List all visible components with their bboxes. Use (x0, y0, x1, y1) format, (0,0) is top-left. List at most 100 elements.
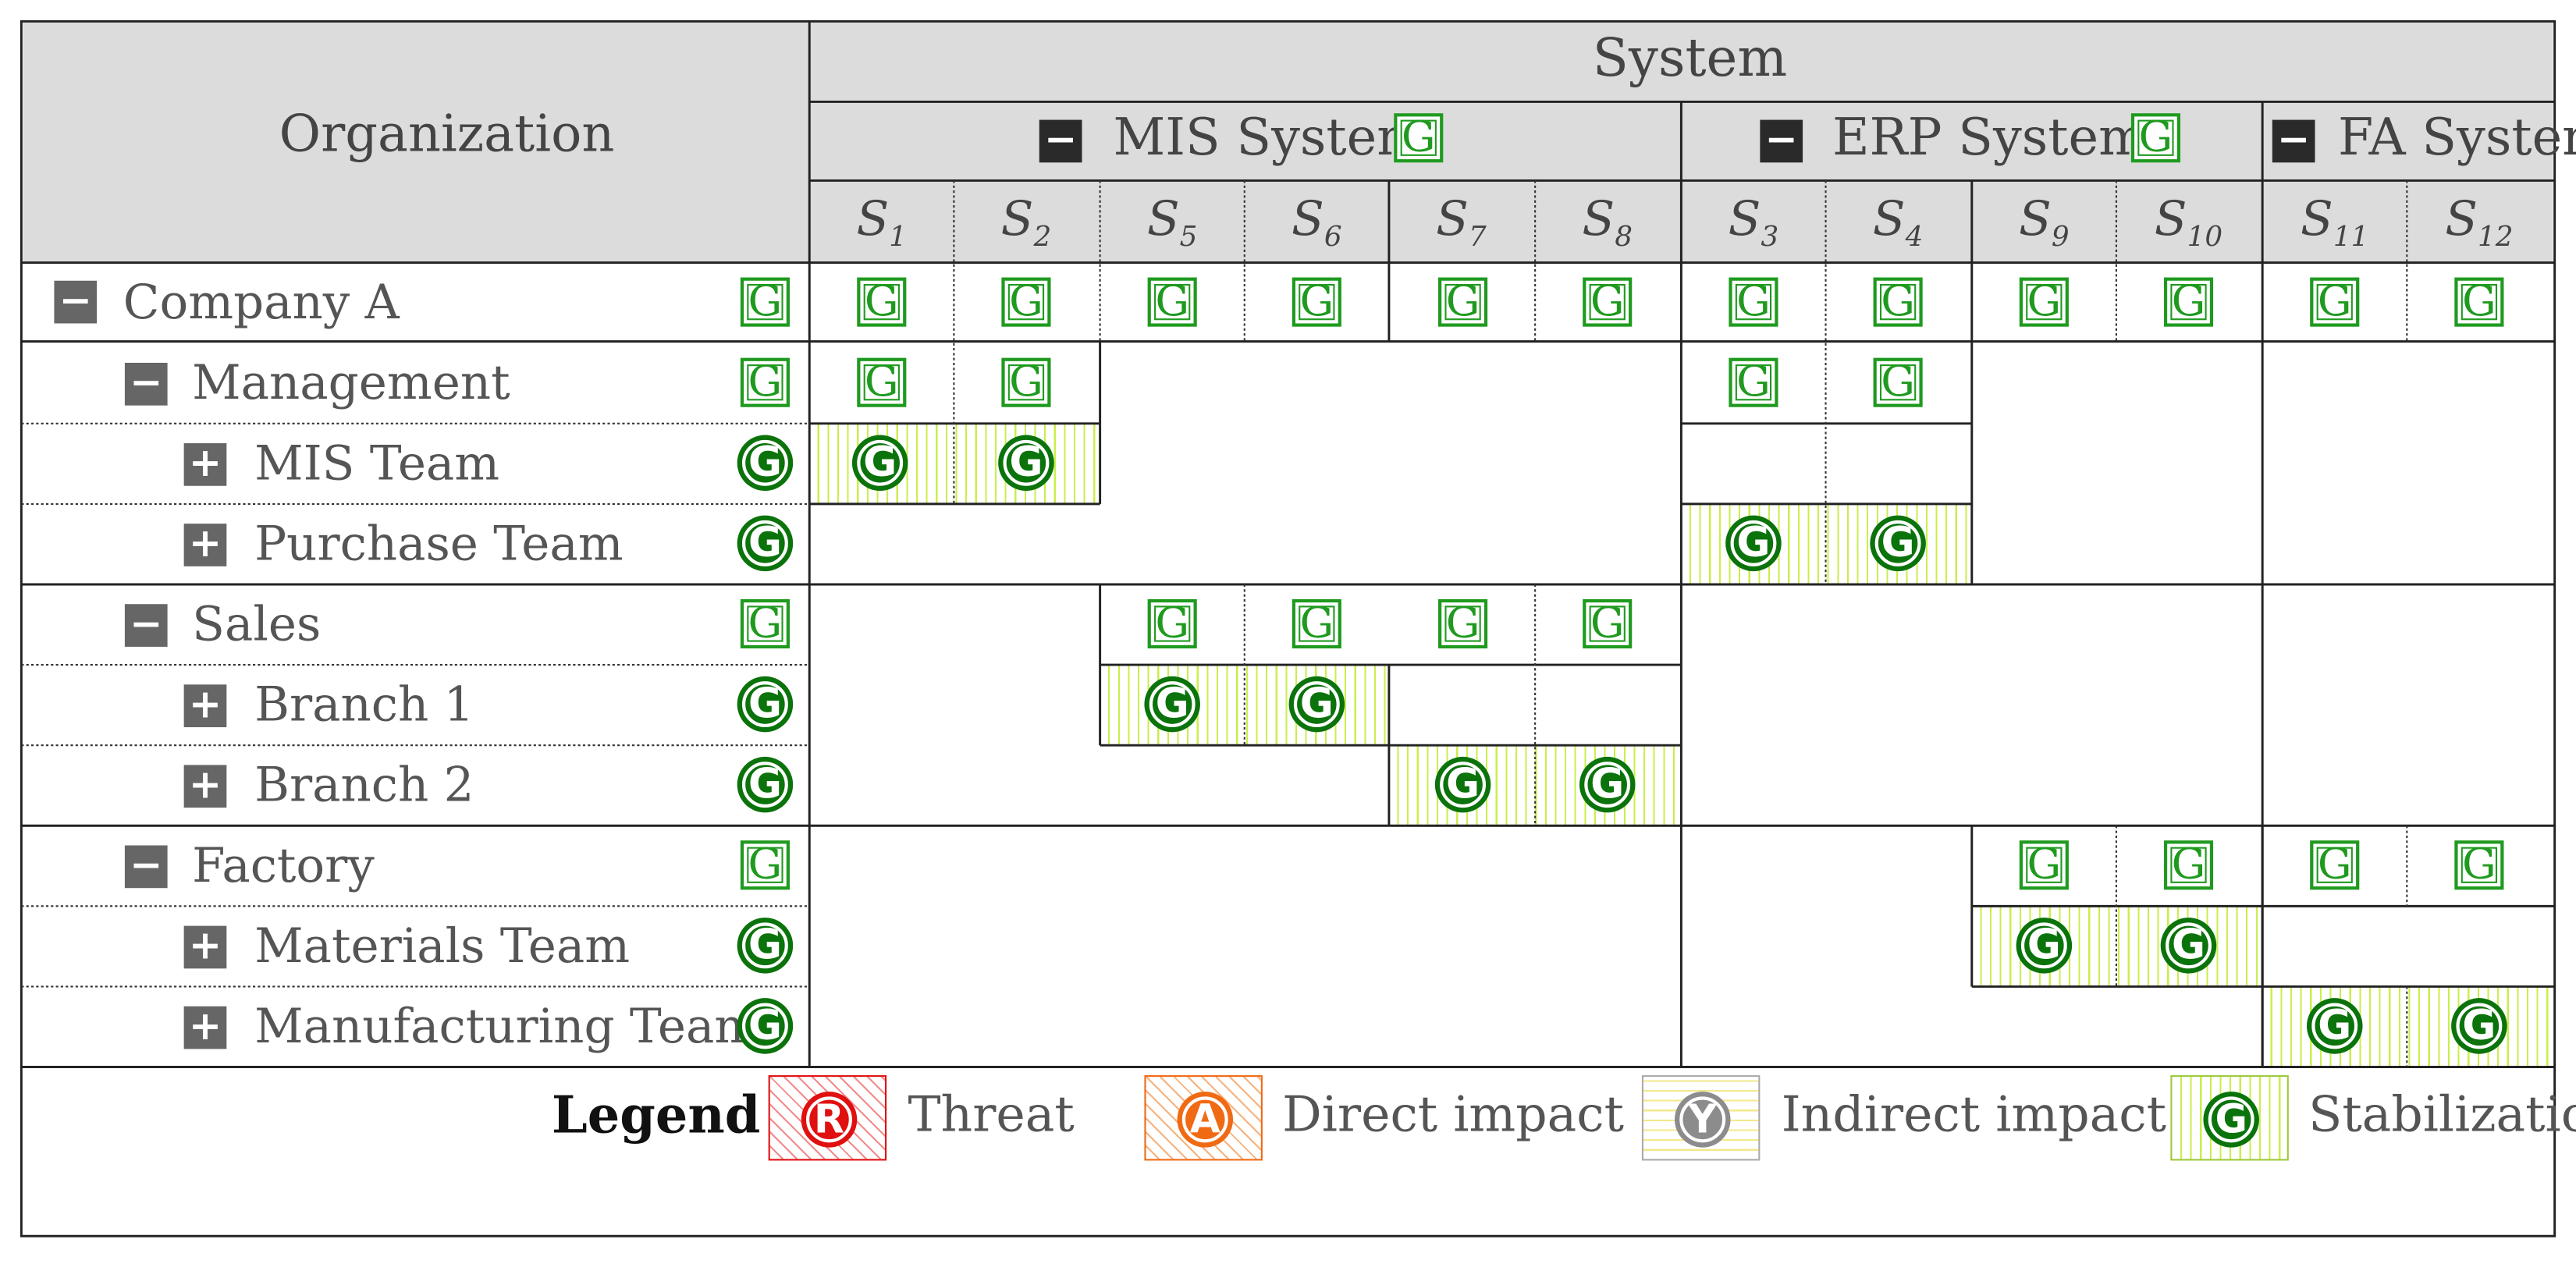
materials-team-status-badge: G (737, 918, 794, 974)
column-header-index: 4 (1905, 221, 1924, 254)
cell-company-a-s2: G (1001, 277, 1051, 327)
cell-factory-s12: G (2454, 840, 2504, 890)
cell-management-s4: G (1873, 357, 1923, 407)
mis-system-collapse-toggle[interactable]: − (1039, 120, 1082, 163)
column-header-letter: S (1292, 190, 1324, 247)
factory-collapse-toggle[interactable]: − (124, 845, 168, 889)
legend-swatch-threat: R (768, 1075, 887, 1161)
org-label-manufacturing-team: Manufacturing Team (254, 998, 760, 1054)
branch-2-status-badge: G (737, 756, 794, 813)
sales-status-badge: G (740, 598, 790, 649)
cell-branch-2-s7: G (1434, 756, 1491, 813)
stabilization-icon: G (2203, 1092, 2259, 1148)
column-header-s3: S3 (1681, 190, 1825, 254)
mis-system-label: MIS System (1113, 108, 1426, 168)
branch-1-expand-toggle[interactable]: + (183, 684, 227, 728)
org-label-branch-2: Branch 2 (254, 756, 474, 813)
org-label-branch-1: Branch 1 (254, 676, 474, 733)
cell-sales-s7: G (1438, 598, 1488, 649)
cell-branch-1-s6: G (1288, 676, 1345, 733)
cell-purchase-team-s3: G (1725, 515, 1782, 572)
cell-sales-s8: G (1583, 598, 1633, 649)
cell-sales-s5: G (1147, 598, 1197, 649)
cell-management-s2: G (1001, 357, 1051, 407)
fa-system-label: FA System (2337, 108, 2576, 168)
column-header-s4: S4 (1826, 190, 1970, 254)
cell-branch-1-s5: G (1144, 676, 1200, 733)
column-header-letter: S (1582, 190, 1615, 247)
cell-company-a-s1: G (857, 277, 907, 327)
manufacturing-team-status-badge: G (737, 998, 794, 1054)
cell-company-a-s10: G (2163, 277, 2214, 327)
mis-system-status-badge: G (1394, 113, 1444, 163)
column-header-letter: S (1000, 190, 1034, 247)
cell-company-a-s9: G (2019, 277, 2069, 327)
company-a-status-badge: G (740, 277, 790, 327)
cell-company-a-s11: G (2310, 277, 2360, 327)
org-label-materials-team: Materials Team (254, 918, 631, 974)
management-collapse-toggle[interactable]: − (124, 362, 168, 406)
cell-company-a-s4: G (1873, 277, 1923, 327)
column-header-index: 6 (1324, 221, 1342, 254)
column-header-s1: S1 (809, 190, 954, 254)
branch-2-expand-toggle[interactable]: + (183, 765, 227, 808)
erp-system-label: ERP System (1832, 108, 2147, 168)
system-label: System (1592, 26, 1788, 89)
cell-manufacturing-team-s12: G (2451, 998, 2507, 1054)
column-header-s7: S7 (1389, 190, 1533, 254)
cell-manufacturing-team-s11: G (2306, 998, 2363, 1054)
legend-label-stabilization: Stabilization (2308, 1086, 2576, 1145)
erp-system-status-badge: G (2130, 113, 2180, 163)
column-header-s2: S2 (954, 190, 1098, 254)
cell-branch-2-s8: G (1579, 756, 1636, 813)
org-label-purchase-team: Purchase Team (254, 515, 624, 572)
column-header-letter: S (2301, 190, 2333, 247)
cell-mis-team-s2: G (998, 435, 1054, 492)
cell-management-s3: G (1729, 357, 1778, 407)
cell-factory-s10: G (2163, 840, 2214, 890)
column-header-s5: S5 (1100, 190, 1245, 254)
column-header-index: 8 (1615, 221, 1633, 254)
column-header-s10: S10 (2116, 190, 2261, 254)
cell-management-s1: G (857, 357, 907, 407)
materials-team-expand-toggle[interactable]: + (183, 926, 227, 969)
purchase-team-expand-toggle[interactable]: + (183, 524, 227, 566)
mis-team-expand-toggle[interactable]: + (183, 443, 227, 486)
cell-company-a-s6: G (1292, 277, 1341, 327)
legend-title: Legend (551, 1086, 761, 1146)
cell-company-a-s3: G (1729, 277, 1778, 327)
column-header-letter: S (2019, 190, 2052, 247)
fa-system-collapse-toggle[interactable]: − (2272, 120, 2315, 163)
legend-label-threat: Threat (908, 1086, 1075, 1145)
organization-label: Organization (279, 105, 615, 165)
cell-sales-s6: G (1292, 598, 1341, 649)
factory-status-badge: G (740, 840, 790, 890)
erp-system-collapse-toggle[interactable]: − (1760, 120, 1803, 163)
cell-company-a-s7: G (1438, 277, 1488, 327)
column-header-letter: S (1436, 190, 1469, 247)
column-header-letter: S (2154, 190, 2187, 247)
cell-mis-team-s1: G (851, 435, 908, 492)
column-header-index: 10 (2187, 221, 2223, 254)
manufacturing-team-expand-toggle[interactable]: + (183, 1006, 227, 1049)
company-a-collapse-toggle[interactable]: − (54, 281, 98, 324)
org-label-mis-team: MIS Team (254, 435, 500, 492)
column-header-s6: S6 (1245, 190, 1389, 254)
branch-1-status-badge: G (737, 676, 794, 733)
cell-company-a-s12: G (2454, 277, 2504, 327)
sales-collapse-toggle[interactable]: − (124, 604, 168, 647)
cell-purchase-team-s4: G (1870, 515, 1926, 572)
organization-header (23, 21, 810, 263)
column-header-index: 5 (1179, 221, 1198, 254)
org-label-management: Management (192, 354, 510, 410)
direct-impact-icon: A (1177, 1092, 1234, 1148)
cell-materials-team-s10: G (2160, 918, 2217, 974)
column-header-letter: S (1146, 190, 1180, 247)
column-header-index: 3 (1761, 221, 1779, 254)
column-header-letter: S (1872, 190, 1906, 247)
org-label-factory: Factory (192, 836, 375, 893)
legend-swatch-stabilization: G (2170, 1075, 2289, 1161)
mis-team-status-badge: G (737, 435, 794, 492)
